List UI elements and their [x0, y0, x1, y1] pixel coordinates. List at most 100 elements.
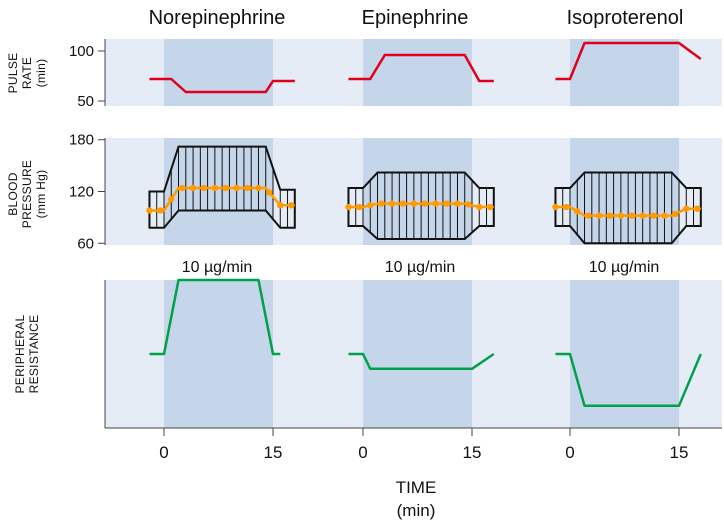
x-tick-label: 15: [463, 443, 482, 462]
infusion-band-epinephrine: [363, 138, 472, 245]
infusion-band-norepinephrine: [164, 280, 273, 428]
infusion-band-norepinephrine: [164, 39, 273, 106]
mean-pressure-point: [683, 205, 690, 212]
mean-pressure-point: [628, 212, 635, 219]
mean-pressure-point: [552, 203, 559, 211]
ylabel-line-2: RATE: [20, 57, 34, 89]
peripheral-resistance-lines: [149, 278, 702, 408]
mean-pressure-point: [168, 196, 175, 203]
mean-pressure-point: [639, 212, 646, 219]
mean-pressure-point: [672, 210, 679, 218]
y-tick-label: 180: [69, 132, 94, 149]
y-ticks: 60 120 180: [69, 132, 105, 252]
x-axis-title: TIME: [396, 478, 437, 497]
bp-envelope-epinephrine: [345, 171, 495, 240]
y-tick-label: 120: [69, 184, 94, 201]
mean-pressure-point: [189, 184, 197, 192]
infusion-band-epinephrine: [363, 39, 472, 106]
mean-pressure-point: [388, 200, 396, 207]
pulse-rate-line-norepinephrine: [149, 77, 295, 94]
mean-pressure-point: [345, 203, 352, 211]
bp-envelope-isoproterenol: [552, 171, 702, 245]
mean-pressure-point: [410, 200, 418, 207]
mean-pressure-point: [178, 184, 186, 192]
drug-title-isoproterenol: Isoproterenol: [567, 7, 684, 29]
x-axis-unit: (min): [397, 501, 436, 520]
mean-pressure-point: [266, 189, 273, 196]
x-tick-label: 0: [159, 443, 168, 462]
infusion-band-isoproterenol: [570, 138, 679, 245]
ylabel-line-1: PERIPHERAL: [13, 314, 27, 393]
mean-pressure-point: [287, 202, 295, 209]
mean-pressure-point: [377, 200, 385, 207]
y-axis-label-blood-pressure: BLOOD PRESSURE (mm Hg): [6, 160, 48, 228]
mean-pressure-point: [146, 207, 153, 214]
peripheral-resistance-line-epinephrine: [348, 352, 495, 371]
mean-pressure-point: [650, 212, 657, 219]
x-tick-label: 15: [670, 443, 689, 462]
mean-pressure-point: [574, 208, 581, 215]
mean-pressure-point: [693, 205, 701, 212]
mean-pressure-point: [486, 203, 494, 211]
mean-pressure-point: [233, 184, 240, 192]
ylabel-line-2: PRESSURE: [20, 160, 34, 228]
infusion-bands: [164, 138, 679, 245]
drug-title-epinephrine: Epinephrine: [362, 7, 469, 29]
mean-pressure-point: [200, 184, 208, 192]
ylabel-line-3: (mm Hg): [34, 170, 48, 219]
infusion-band-epinephrine: [363, 280, 472, 428]
blood-pressure-envelopes: [146, 145, 702, 245]
pulse-rate-lines: [149, 41, 702, 94]
mean-pressure-point: [432, 200, 439, 207]
mean-pressure-point: [617, 212, 625, 219]
infusion-band-norepinephrine: [164, 138, 273, 245]
mean-pressure-point: [584, 212, 592, 219]
infusion-bands: [164, 39, 679, 106]
dose-label-isoproterenol: 10 µg/min: [589, 259, 660, 276]
infusion-band-isoproterenol: [570, 39, 679, 106]
y-axis-label-peripheral-resistance: PERIPHERAL RESISTANCE: [13, 314, 41, 393]
drug-title-norepinephrine: Norepinephrine: [149, 7, 286, 29]
mean-pressure-point: [661, 212, 668, 219]
infusion-band-isoproterenol: [570, 280, 679, 428]
dose-label-norepinephrine: 10 µg/min: [182, 259, 253, 276]
y-axis-label-pulse-rate: PULSE RATE (min): [6, 53, 48, 94]
mean-pressure-point: [244, 184, 251, 192]
mean-pressure-point: [222, 184, 229, 192]
mean-pressure-point: [421, 200, 428, 207]
peripheral-resistance-line-isoproterenol: [555, 352, 702, 408]
y-tick-label: 100: [69, 43, 94, 60]
ylabel-line-1: BLOOD: [6, 172, 20, 216]
x-axis: 0 15 0 15 0 15: [105, 427, 722, 462]
panel-blood-pressure: BLOOD PRESSURE (mm Hg) 60 120 180: [6, 132, 722, 252]
dose-label-epinephrine: 10 µg/min: [385, 259, 456, 276]
x-tick-label: 0: [565, 443, 574, 462]
x-tick-label: 0: [358, 443, 367, 462]
mean-pressure-point: [595, 212, 603, 219]
mean-pressure-point: [443, 200, 450, 207]
y-tick-label: 60: [77, 235, 94, 252]
peripheral-resistance-line-norepinephrine: [149, 278, 281, 356]
ylabel-line-3: (min): [34, 59, 48, 88]
pulse-rate-line-epinephrine: [348, 53, 494, 83]
mean-pressure-point: [356, 203, 363, 211]
ylabel-line-2: RESISTANCE: [27, 315, 41, 394]
mean-pressure-point: [606, 212, 614, 219]
mean-pressure-point: [476, 203, 483, 211]
mean-pressure-point: [399, 200, 407, 207]
y-ticks: 50 100: [69, 43, 105, 110]
mean-pressure-point: [465, 201, 472, 208]
ylabel-line-1: PULSE: [6, 53, 20, 94]
infusion-bands: [164, 280, 679, 428]
bp-envelope-norepinephrine: [146, 145, 296, 229]
mean-pressure-point: [563, 203, 570, 211]
mean-pressure-point: [277, 202, 284, 209]
mean-pressure-point: [454, 200, 461, 207]
x-tick-label: 15: [264, 443, 283, 462]
mean-pressure-point: [211, 184, 219, 192]
y-tick-label: 50: [77, 93, 94, 110]
mean-pressure-point: [255, 184, 262, 192]
panel-peripheral-resistance: PERIPHERAL RESISTANCE: [13, 278, 722, 428]
pulse-rate-line-isoproterenol: [555, 41, 702, 81]
